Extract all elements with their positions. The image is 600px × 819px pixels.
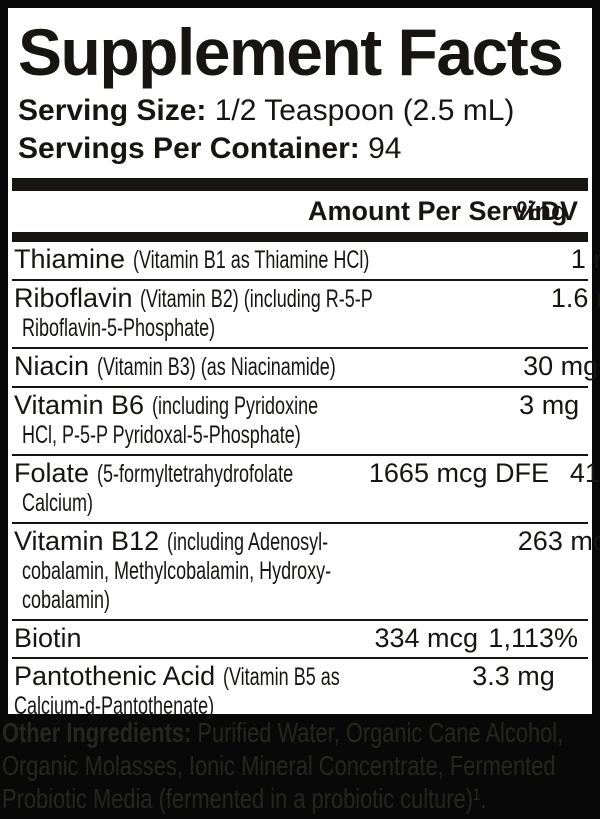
panel-title: Supplement Facts xyxy=(18,15,564,89)
nutrient-detail: (5-formyltetrahydrofolate xyxy=(96,460,293,488)
other-ingredients-line-2: Organic Molasses, Ionic Mineral Concentr… xyxy=(2,750,556,781)
nutrient-amount: 263 mcg xyxy=(517,526,600,556)
nutrient-name: Riboflavin xyxy=(14,283,133,313)
table-row-riboflavin: Riboflavin (Vitamin B2) (including R-5-P… xyxy=(12,279,600,347)
nutrient-name-cell: Pantothenic Acid (Vitamin B5 as Calcium-… xyxy=(12,662,385,720)
nutrient-detail-cont: Calcium-d-Pantothenate) xyxy=(14,692,215,720)
other-ingredients-line-3: Probiotic Media (fermented in a probioti… xyxy=(2,783,487,814)
table-row-vitamin-b12: Vitamin B12 (including Adenosyl- cobalam… xyxy=(12,522,600,619)
servings-per-container-line: Servings Per Container: 94 xyxy=(18,130,588,168)
table-row-pantothenic-acid: Pantothenic Acid (Vitamin B5 as Calcium-… xyxy=(12,657,588,725)
other-ingredients-label: Other Ingredients: xyxy=(2,717,192,748)
dv-header: %DV xyxy=(516,196,578,226)
nutrient-detail: (Vitamin B1 as Thiamine HCl) xyxy=(132,246,369,274)
nutrient-detail: (Vitamin B3) (as Niacinamide) xyxy=(96,353,336,381)
table-row-thiamine: Thiamine (Vitamin B1 as Thiamine HCl) 1 … xyxy=(12,242,600,279)
nutrient-name: Vitamin B6 xyxy=(14,390,145,420)
other-ingredients-text: Purified Water, Organic Cane Alcohol, xyxy=(197,717,564,748)
nutrient-name: Niacin xyxy=(14,351,90,381)
nutrient-detail-cont: Riboflavin-5-Phosphate) xyxy=(22,314,216,342)
nutrient-name: Vitamin B12 xyxy=(14,526,160,556)
nutrient-amount: 3 mg xyxy=(519,390,580,420)
serving-size-label: Serving Size: xyxy=(18,94,207,127)
servings-per-container-label: Servings Per Container: xyxy=(18,132,360,165)
nutrient-detail-cont: cobalamin) xyxy=(22,586,111,614)
nutrient-name-cell: Niacin (Vitamin B3) (as Niacinamide) xyxy=(12,352,428,381)
table-row-biotin: Biotin 334 mcg 1,113% xyxy=(12,619,588,657)
amount-per-serving-header: Amount Per Serving xyxy=(308,196,568,226)
table-row-niacin: Niacin (Vitamin B3) (as Niacinamide) 30 … xyxy=(12,347,598,386)
serving-size-value: 1/2 Teaspoon (2.5 mL) xyxy=(214,94,515,127)
nutrient-dv: 66% xyxy=(565,662,600,690)
nutrient-name-cell: Folate (5-formyltetrahydrofolate Calcium… xyxy=(12,459,369,517)
nutrient-name: Thiamine xyxy=(14,244,126,274)
nutrient-detail: (including Adenosyl- xyxy=(166,528,328,556)
nutrient-name: Biotin xyxy=(14,623,82,653)
serving-size-line: Serving Size: 1/2 Teaspoon (2.5 mL) xyxy=(18,92,588,130)
nutrient-name: Folate xyxy=(14,458,90,488)
other-ingredients-section: Other Ingredients: Purified Water, Organ… xyxy=(2,716,598,815)
nutrient-amount: 1665 mcg DFE xyxy=(368,458,549,488)
nutrient-detail: (Vitamin B2) (including R-5-P xyxy=(140,285,373,313)
supplement-facts-panel: Supplement Facts Serving Size: 1/2 Teasp… xyxy=(8,8,600,720)
other-ingredients-line-1: Other Ingredients: Purified Water, Organ… xyxy=(2,716,563,749)
nutrient-name-cell: Vitamin B12 (including Adenosyl- cobalam… xyxy=(12,527,451,614)
nutrient-name-cell: Riboflavin (Vitamin B2) (including R-5-P… xyxy=(12,284,463,342)
nutrient-amount: 3.3 mg xyxy=(472,661,555,691)
table-row-vitamin-b6: Vitamin B6 (including Pyridoxine HCl, P-… xyxy=(12,386,588,454)
nutrient-name-cell: Vitamin B6 (including Pyridoxine HCl, P-… xyxy=(12,391,409,449)
nutrient-detail: (including Pyridoxine xyxy=(151,392,318,420)
nutrient-detail: (Vitamin B5 as xyxy=(222,663,340,691)
nutrient-name-cell: Thiamine (Vitamin B1 as Thiamine HCl) xyxy=(12,245,461,274)
nutrient-dv: 176% xyxy=(589,391,600,419)
nutrient-name-cell: Biotin xyxy=(12,624,308,652)
table-row-folate: Folate (5-formyltetrahydrofolate Calcium… xyxy=(12,454,600,522)
nutrient-amount: 334 mcg xyxy=(374,623,478,653)
servings-per-container-value: 94 xyxy=(368,132,402,165)
nutrient-name: Pantothenic Acid xyxy=(14,661,216,691)
nutrient-detail-cont: cobalamin, Methylcobalamin, Hydroxy- xyxy=(22,557,332,585)
nutrient-detail-cont: Calcium) xyxy=(22,489,94,517)
divider-thick-top xyxy=(12,178,588,191)
nutrient-detail-cont: HCl, P-5-P Pyridoxal-5-Phosphate) xyxy=(22,421,301,449)
divider-thick-under-header xyxy=(12,232,588,242)
nutrient-amount: 1 mg xyxy=(570,244,600,274)
nutrient-dv: 1,113% xyxy=(488,623,578,653)
nutrient-amount: 1.6 mg xyxy=(550,283,600,313)
table-header: Amount Per Serving %DV xyxy=(12,191,588,232)
nutrient-amount: 30 mg xyxy=(523,351,599,381)
nutrient-dv: 416% xyxy=(569,458,600,488)
